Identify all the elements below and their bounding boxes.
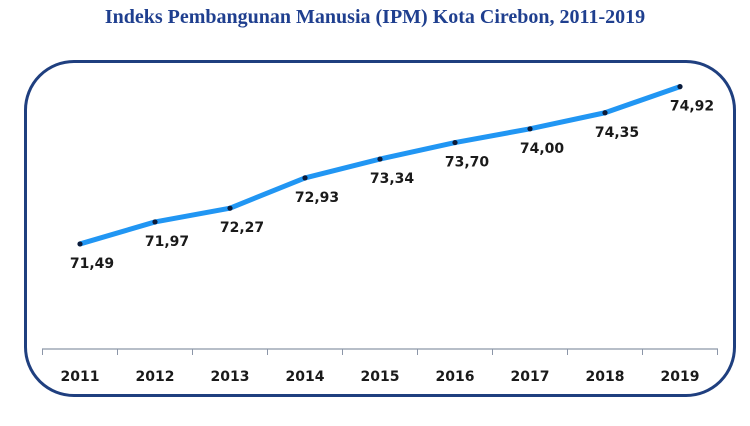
data-point <box>377 156 383 162</box>
data-point <box>527 126 533 132</box>
data-label: 74,92 <box>670 99 714 115</box>
data-label: 74,00 <box>520 141 565 157</box>
data-point <box>227 205 233 211</box>
x-tick-label: 2013 <box>211 369 250 385</box>
data-label: 72,93 <box>295 190 339 206</box>
data-point <box>302 175 308 181</box>
data-label: 71,97 <box>145 234 189 250</box>
data-point <box>77 241 83 247</box>
x-tick-label: 2017 <box>511 369 550 385</box>
data-point <box>152 219 158 225</box>
data-point <box>602 110 608 116</box>
marker-layer <box>77 84 683 247</box>
series-line-layer <box>77 84 683 247</box>
series-line <box>77 84 683 247</box>
data-label: 73,34 <box>370 171 415 187</box>
x-axis <box>42 348 718 355</box>
x-tick-label: 2018 <box>586 369 625 385</box>
x-tick-label: 2015 <box>361 369 400 385</box>
x-tick-label: 2016 <box>436 369 475 385</box>
data-label: 72,27 <box>220 220 264 236</box>
chart-title: Indeks Pembangunan Manusia (IPM) Kota Ci… <box>104 6 646 28</box>
chart-frame <box>24 60 736 397</box>
x-tick-label: 2014 <box>286 369 325 385</box>
data-label: 71,49 <box>70 256 114 272</box>
data-label-layer: 71,49 71,97 72,27 72,93 73,34 73,70 74,00 74,35… <box>70 99 714 272</box>
x-tick-label: 2012 <box>136 369 175 385</box>
data-label: 73,70 <box>445 155 490 171</box>
data-point <box>677 84 683 90</box>
x-tick-label-layer: 2011 2012 2013 2014 2015 2016 2017 2018 2019 <box>61 369 700 385</box>
x-tick-label: 2011 <box>61 369 100 385</box>
data-label: 74,35 <box>595 125 639 141</box>
x-tick-label: 2019 <box>661 369 700 385</box>
data-point <box>452 139 458 146</box>
